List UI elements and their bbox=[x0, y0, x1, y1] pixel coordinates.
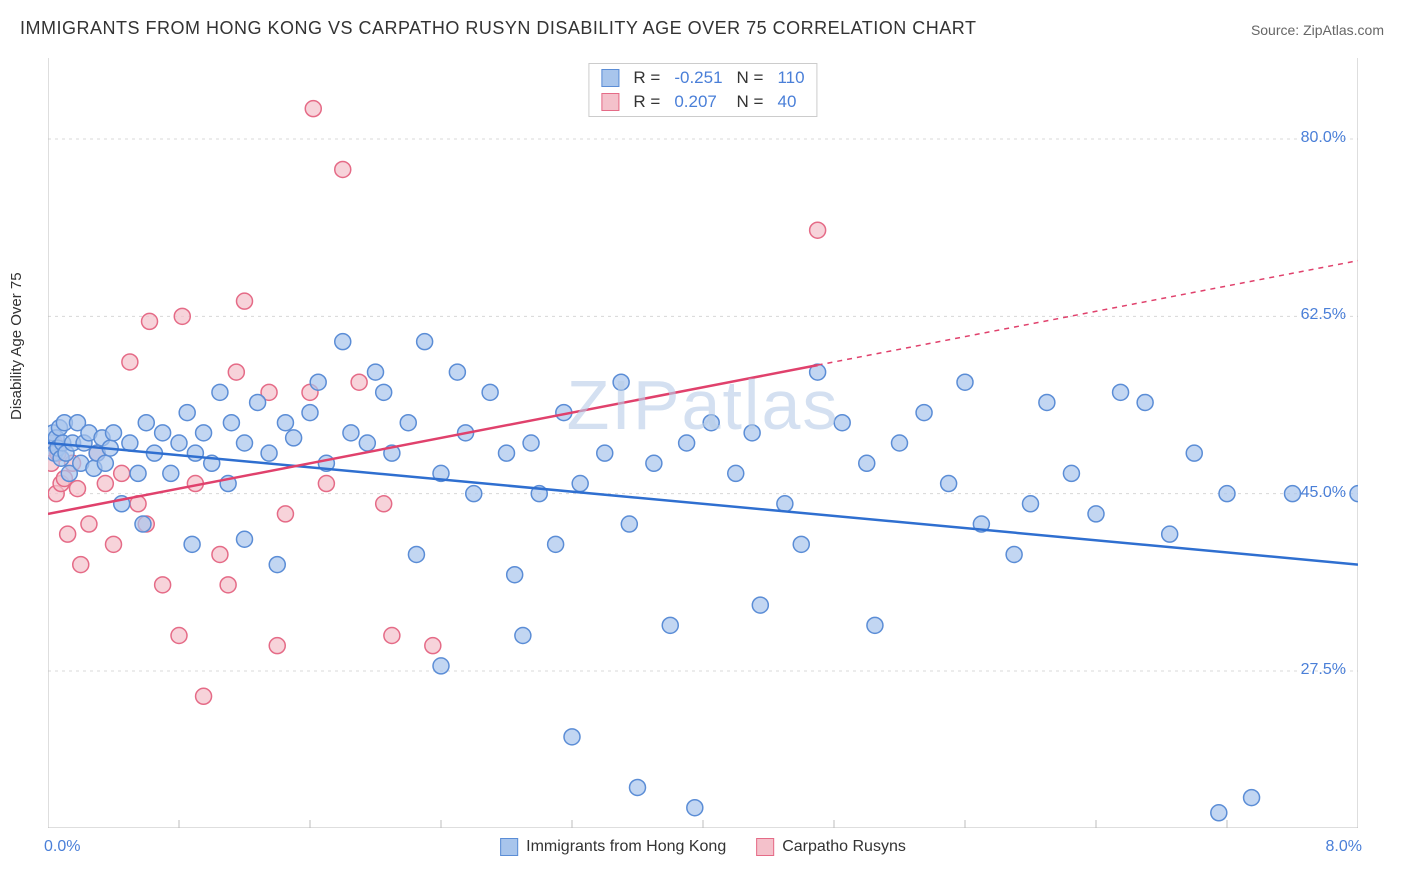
n-label: N = bbox=[737, 92, 764, 112]
legend-item-carpatho: Carpatho Rusyns bbox=[756, 838, 906, 856]
y-tick-label: 62.5% bbox=[1301, 306, 1346, 324]
legend-label-pink: Carpatho Rusyns bbox=[782, 838, 906, 856]
legend-swatch-pink bbox=[756, 838, 774, 856]
x-tick-min: 0.0% bbox=[44, 838, 80, 856]
legend-label-blue: Immigrants from Hong Kong bbox=[526, 838, 726, 856]
r-label: R = bbox=[633, 92, 660, 112]
r-value-blue: -0.251 bbox=[674, 68, 722, 88]
n-value-pink: 40 bbox=[777, 92, 804, 112]
r-label: R = bbox=[633, 68, 660, 88]
legend-swatch-pink bbox=[601, 93, 619, 111]
source-link[interactable]: ZipAtlas.com bbox=[1303, 22, 1384, 38]
chart-plot-area: ZIPatlas R = -0.251 N = 110 R = 0.207 N … bbox=[48, 58, 1358, 828]
n-label: N = bbox=[737, 68, 764, 88]
r-value-pink: 0.207 bbox=[674, 92, 722, 112]
correlation-legend: R = -0.251 N = 110 R = 0.207 N = 40 bbox=[588, 63, 817, 117]
source-attribution: Source: ZipAtlas.com bbox=[1251, 22, 1384, 38]
x-tick-max: 8.0% bbox=[1326, 838, 1362, 856]
chart-svg bbox=[48, 58, 1358, 828]
y-tick-label: 45.0% bbox=[1301, 484, 1346, 502]
legend-item-hong-kong: Immigrants from Hong Kong bbox=[500, 838, 726, 856]
source-prefix: Source: bbox=[1251, 22, 1303, 38]
y-tick-label: 27.5% bbox=[1301, 661, 1346, 679]
series-legend: Immigrants from Hong Kong Carpatho Rusyn… bbox=[500, 838, 906, 856]
n-value-blue: 110 bbox=[777, 68, 804, 88]
y-tick-label: 80.0% bbox=[1301, 129, 1346, 147]
y-axis-label: Disability Age Over 75 bbox=[8, 272, 25, 420]
legend-swatch-blue bbox=[601, 69, 619, 87]
legend-swatch-blue bbox=[500, 838, 518, 856]
chart-title: IMMIGRANTS FROM HONG KONG VS CARPATHO RU… bbox=[20, 18, 976, 39]
